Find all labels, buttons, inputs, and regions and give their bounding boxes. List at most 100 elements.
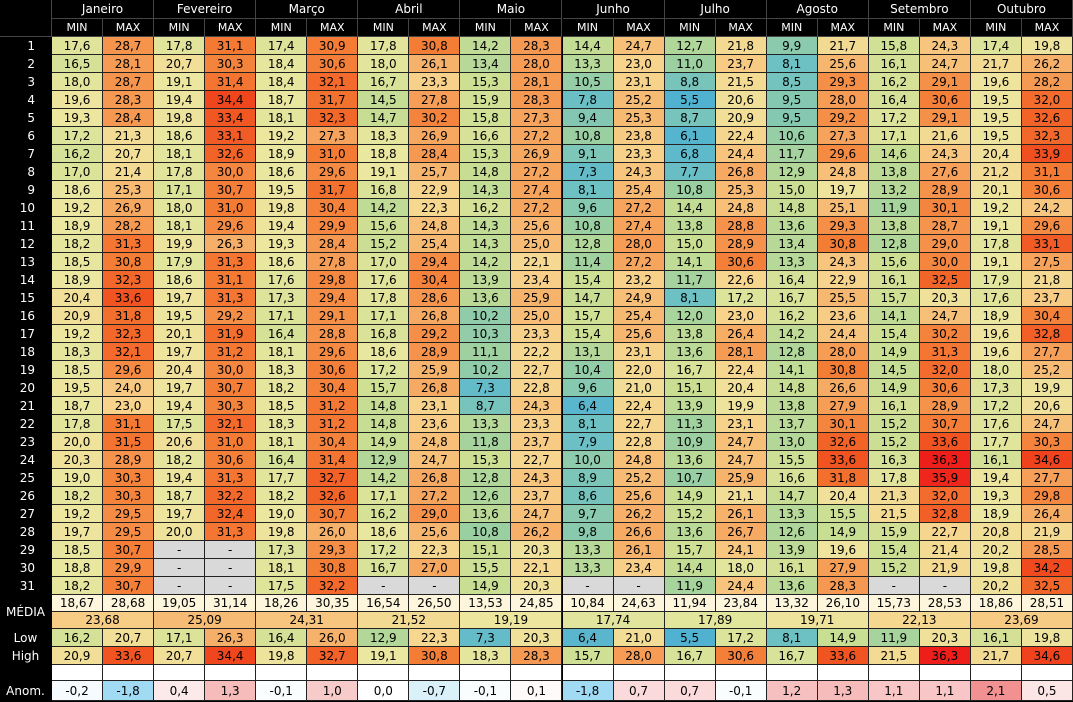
anom-cell: 0,7 [664, 681, 716, 701]
data-cell: 18,2 [154, 451, 206, 469]
data-cell: 13,3 [766, 505, 818, 523]
data-cell: 26,1 [715, 505, 767, 523]
row-label: 6 [0, 127, 52, 145]
data-cell: 13,4 [460, 55, 512, 73]
data-cell: 11,1 [460, 343, 512, 361]
data-cell: 16,2 [868, 73, 920, 91]
data-cell: 11,9 [664, 577, 716, 595]
row-label: 11 [0, 217, 52, 235]
data-cell: 9,8 [562, 523, 614, 541]
data-cell: 17,3 [256, 289, 308, 307]
data-cell: 22,8 [511, 379, 563, 397]
data-cell: 8,8 [664, 73, 716, 91]
data-cell: 32,1 [103, 343, 155, 361]
data-cell: 29,2 [817, 109, 869, 127]
data-cell: 30,3 [103, 469, 155, 487]
data-cell: 18,1 [154, 217, 206, 235]
data-cell: 13,6 [664, 523, 716, 541]
data-cell: 23,0 [613, 55, 665, 73]
data-cell: 22,4 [613, 397, 665, 415]
data-cell: 27,2 [511, 127, 563, 145]
data-cell: 31,1 [205, 37, 257, 55]
data-cell: 29,5 [103, 523, 155, 541]
data-cell: 15,8 [868, 37, 920, 55]
data-cell: 24,8 [613, 451, 665, 469]
data-cell: 13,3 [460, 415, 512, 433]
data-cell: 19,7 [154, 379, 206, 397]
data-cell: 28,0 [613, 235, 665, 253]
data-cell: 21,7 [970, 55, 1022, 73]
data-cell: 8,1 [664, 289, 716, 307]
data-cell: 30,0 [205, 163, 257, 181]
data-cell: 13,4 [766, 235, 818, 253]
data-cell: 10,8 [664, 181, 716, 199]
data-cell: 17,8 [358, 37, 410, 55]
data-cell: 6,8 [664, 145, 716, 163]
data-cell: 30,3 [103, 487, 155, 505]
data-cell: 19,7 [154, 505, 206, 523]
data-cell: 25,2 [1021, 361, 1073, 379]
data-cell: - [919, 577, 971, 595]
spacer-cell [1021, 665, 1073, 681]
col-label: MAX [817, 19, 869, 37]
col-label: MIN [358, 19, 410, 37]
data-cell: 18,2 [52, 577, 104, 595]
data-cell: 14,8 [766, 379, 818, 397]
data-cell: 27,7 [1021, 469, 1073, 487]
col-label: MAX [511, 19, 563, 37]
data-cell: 31,0 [205, 199, 257, 217]
data-cell: 32,4 [205, 505, 257, 523]
data-cell: 23,1 [409, 397, 461, 415]
data-cell: 9,4 [562, 109, 614, 127]
data-cell: 24,7 [409, 451, 461, 469]
data-cell: 15,2 [358, 235, 410, 253]
data-cell: 24,7 [511, 505, 563, 523]
data-cell: 15,0 [766, 181, 818, 199]
monthly-mean: 24,31 [256, 612, 359, 629]
data-cell: 17,9 [154, 253, 206, 271]
data-cell: 34,2 [1021, 559, 1073, 577]
anom-cell: -0,2 [52, 681, 104, 701]
data-cell: 28,9 [103, 451, 155, 469]
row-label: High [0, 647, 52, 665]
data-cell: 17,8 [154, 37, 206, 55]
row-label: Anom. [0, 681, 52, 701]
month-header: Maio [460, 0, 563, 19]
data-cell: 35,9 [919, 469, 971, 487]
spacer-cell [919, 665, 971, 681]
data-cell: 30,2 [919, 325, 971, 343]
data-cell: 15,4 [562, 271, 614, 289]
row-label: 25 [0, 469, 52, 487]
data-cell: 17,1 [256, 307, 308, 325]
spacer-cell [103, 665, 155, 681]
data-cell: 20,6 [154, 433, 206, 451]
data-cell: 16,6 [460, 127, 512, 145]
data-cell: 16,5 [52, 55, 104, 73]
data-cell: 21,1 [715, 487, 767, 505]
data-cell: 18,6 [256, 163, 308, 181]
data-cell: 28,1 [511, 73, 563, 91]
data-cell: 32,6 [307, 487, 359, 505]
data-cell: 24,2 [1021, 199, 1073, 217]
data-cell: 19,3 [256, 235, 308, 253]
data-cell: 15,7 [358, 379, 410, 397]
data-cell: 24,7 [1021, 415, 1073, 433]
data-cell: 13,7 [766, 415, 818, 433]
data-cell: 25,1 [817, 199, 869, 217]
data-cell: 10,8 [562, 217, 614, 235]
data-cell: 28,9 [409, 343, 461, 361]
row-label: 5 [0, 109, 52, 127]
data-cell: 30,4 [307, 433, 359, 451]
data-cell: 30,6 [1021, 181, 1073, 199]
data-cell: 28,0 [511, 55, 563, 73]
data-cell: 29,8 [1021, 487, 1073, 505]
data-cell: 14,9 [817, 523, 869, 541]
data-cell: 31,2 [307, 415, 359, 433]
data-cell: 18,6 [52, 181, 104, 199]
data-cell: 14,5 [358, 91, 410, 109]
data-cell: 16,2 [460, 199, 512, 217]
data-cell: 26,8 [409, 307, 461, 325]
row-label: 26 [0, 487, 52, 505]
data-cell: 18,0 [52, 73, 104, 91]
data-cell: 22,4 [715, 361, 767, 379]
